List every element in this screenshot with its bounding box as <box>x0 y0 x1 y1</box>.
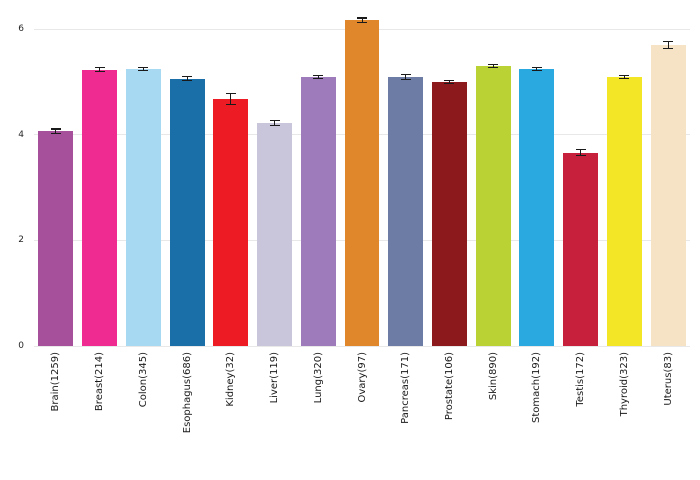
error-bar-line <box>142 67 144 71</box>
bar <box>257 123 293 346</box>
error-bar-cap <box>575 155 586 157</box>
x-tick-cell: Esophagus(686) <box>165 352 209 480</box>
x-tick-cell: Breast(214) <box>78 352 122 480</box>
x-tick-label: Esophagus(686) <box>181 352 193 434</box>
x-tick-label: Kidney(32) <box>225 352 237 407</box>
error-bar-line <box>448 80 450 84</box>
x-tick-cell: Ovary(97) <box>340 352 384 480</box>
y-tick-label: 6 <box>18 24 24 35</box>
error-bar-cap <box>50 128 61 130</box>
x-tick-label: Testis(172) <box>575 352 587 407</box>
x-tick-label: Thyroid(323) <box>618 352 630 417</box>
error-bar-cap <box>225 103 236 105</box>
error-bar-cap <box>531 69 542 71</box>
bar <box>388 77 424 346</box>
bar <box>431 81 467 346</box>
x-tick-cell: Pancreas(171) <box>384 352 428 480</box>
x-tick-cell: Thyroid(323) <box>603 352 647 480</box>
bar <box>344 20 380 346</box>
error-bar-cap <box>444 82 455 85</box>
error-bar-cap <box>531 66 542 68</box>
error-bar-line <box>623 75 625 79</box>
error-bar-cap <box>488 67 499 69</box>
bar <box>563 152 599 346</box>
x-tick-cell: Uterus(83) <box>646 352 690 480</box>
bar <box>650 44 686 346</box>
error-bar-cap <box>444 79 455 81</box>
error-bar-line <box>361 18 363 23</box>
error-bar-cap <box>94 71 105 73</box>
error-bar-cap <box>269 125 280 127</box>
x-tick-label: Liver(119) <box>269 352 281 404</box>
gridline <box>34 345 690 347</box>
error-bar-cap <box>225 92 236 95</box>
x-tick-label: Lung(320) <box>312 352 324 404</box>
error-bar-cap <box>619 75 630 77</box>
bar <box>213 98 249 346</box>
error-bar-cap <box>575 148 586 151</box>
x-tick-label: Skin(890) <box>487 352 499 401</box>
error-bar-line <box>492 64 494 68</box>
x-tick-label: Pancreas(171) <box>400 352 412 424</box>
error-bar-line <box>667 41 669 49</box>
x-tick-label: Colon(345) <box>137 352 149 408</box>
x-tick-label: Uterus(83) <box>662 352 674 406</box>
bar <box>38 131 74 346</box>
x-tick-cell: Testis(172) <box>559 352 603 480</box>
x-tick-label: Stomach(192) <box>531 352 543 423</box>
x-tick-label: Breast(214) <box>94 352 106 412</box>
error-bar-cap <box>619 78 630 80</box>
x-tick-cell: Colon(345) <box>121 352 165 480</box>
error-bar-cap <box>400 73 411 76</box>
error-bar-cap <box>663 47 674 49</box>
x-tick-cell: Kidney(32) <box>209 352 253 480</box>
bar <box>519 68 555 346</box>
error-bar-cap <box>400 79 411 81</box>
y-tick-label: 2 <box>18 235 24 246</box>
bar <box>82 69 118 346</box>
bar <box>475 66 511 346</box>
error-bar-line <box>536 67 538 71</box>
x-tick-cell: Prostate(106) <box>428 352 472 480</box>
x-tick-cell: Brain(1259) <box>34 352 78 480</box>
error-bar-cap <box>357 21 367 23</box>
bar <box>125 68 161 346</box>
error-bar-line <box>230 93 232 105</box>
bar <box>169 78 205 346</box>
error-bar-cap <box>313 75 324 77</box>
error-bar-cap <box>357 17 367 19</box>
error-bar-cap <box>94 67 105 69</box>
error-bar-cap <box>269 119 280 122</box>
x-tick-cell: Lung(320) <box>296 352 340 480</box>
x-tick-label: Ovary(97) <box>356 352 368 403</box>
y-tick-label: 4 <box>18 129 24 140</box>
x-axis-labels: Brain(1259) Breast(214) Colon(345) Esophagu… <box>34 352 690 480</box>
error-bar-cap <box>138 69 149 71</box>
error-bar-cap <box>50 132 61 134</box>
error-bar-line <box>186 76 188 81</box>
error-bar-cap <box>138 66 149 68</box>
bar <box>300 77 336 346</box>
x-tick-cell: Liver(119) <box>253 352 297 480</box>
error-bar-cap <box>663 41 674 43</box>
error-bar-line <box>274 120 276 126</box>
error-bar-line <box>405 74 407 80</box>
x-tick-label: Brain(1259) <box>50 352 62 412</box>
error-bar-line <box>99 67 101 72</box>
error-bar-cap <box>182 80 193 82</box>
x-tick-label: Prostate(106) <box>443 352 455 421</box>
error-bar-line <box>317 75 319 79</box>
error-bar-cap <box>488 63 499 66</box>
x-tick-cell: Skin(890) <box>471 352 515 480</box>
error-bar-cap <box>182 76 193 78</box>
x-tick-cell: Stomach(192) <box>515 352 559 480</box>
bar <box>606 77 642 346</box>
y-tick-label: 0 <box>18 341 24 351</box>
error-bar-line <box>55 128 57 134</box>
error-bar-line <box>580 149 582 156</box>
error-bar-cap <box>313 78 324 80</box>
